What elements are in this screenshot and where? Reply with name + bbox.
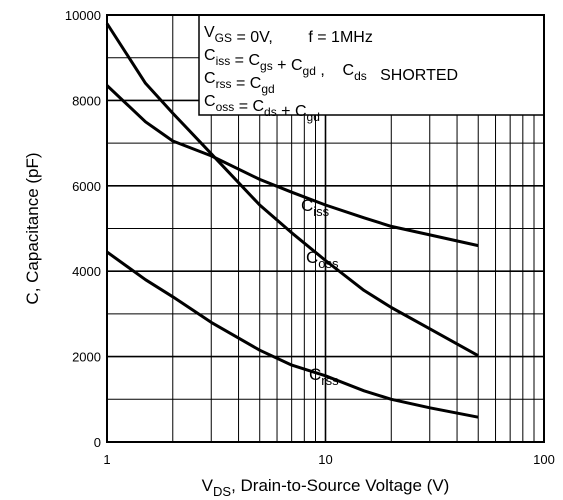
y-tick-label: 4000 [72,264,101,279]
tick-labels: 0 2000 4000 6000 8000 10000 1 10 100 [65,8,555,467]
series-line-Coss [105,22,479,358]
series-labels: Ciss Coss Crss [301,196,339,388]
series-line-Ciss [105,84,479,248]
axis-titles: VDS, Drain-to-Source Voltage (V) C, Capac… [23,152,449,499]
annotation-line: VGS = 0V, f = 1MHz [204,24,373,46]
y-tick-label: 8000 [72,93,101,108]
annotation-line: Crss = Cgd [204,70,275,96]
x-axis-title: VDS, Drain-to-Source Voltage (V) [202,476,450,499]
annotation-line: Ciss = Cgs + Cgd , Cds SHORTED [204,47,458,84]
y-tick-label: 10000 [65,8,101,23]
series-line-Crss [106,250,479,419]
x-tick-label: 10 [318,452,332,467]
series-label-Coss: Coss [306,248,339,271]
x-tick-label: 1 [103,452,110,467]
y-axis-title: C, Capacitance (pF) [23,152,42,304]
series-label-Ciss: Ciss [301,196,330,219]
x-tick-label: 100 [533,452,555,467]
annotation-line: Coss = Cds + Cgd [204,93,320,124]
y-tick-label: 6000 [72,179,101,194]
y-tick-label: 2000 [72,350,101,365]
y-tick-label: 0 [94,435,101,450]
series-lines [105,22,479,419]
plot-frame [106,14,545,443]
series-label-Crss: Crss [309,365,339,388]
annotation-box [198,14,545,116]
